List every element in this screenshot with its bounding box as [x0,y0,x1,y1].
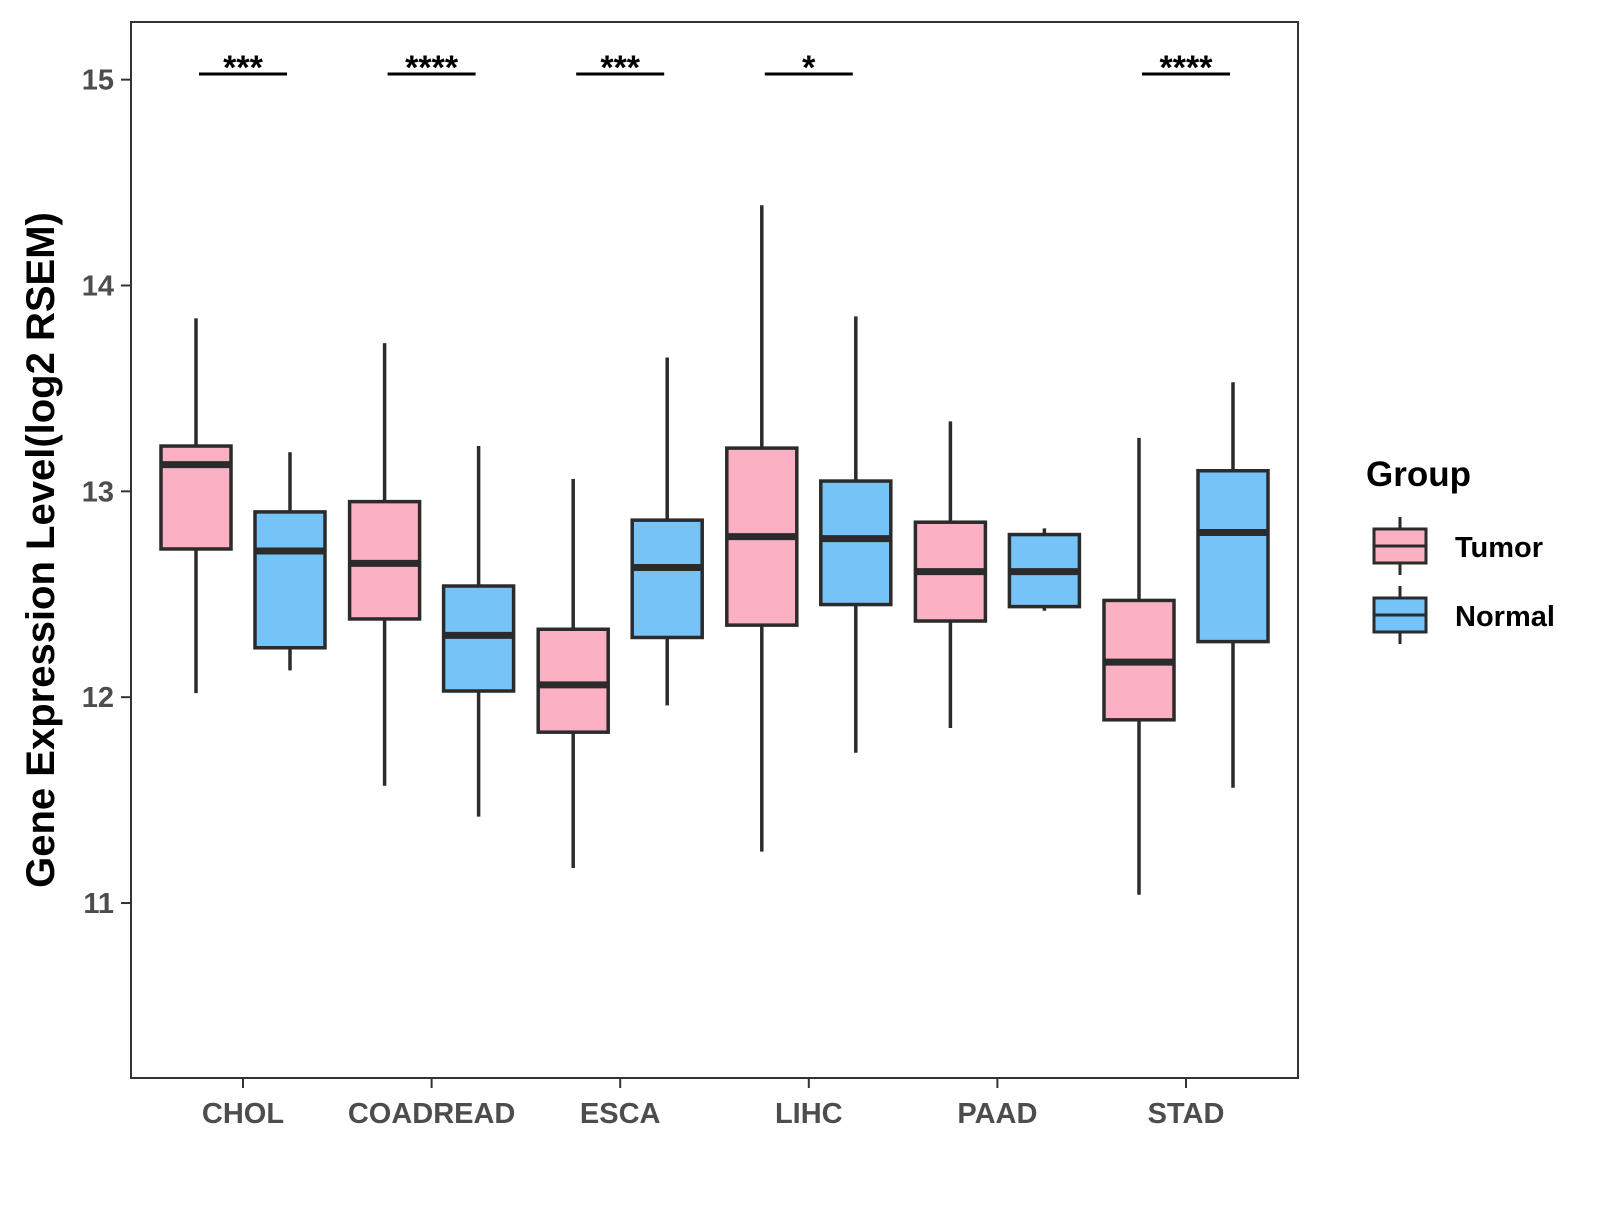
box-normal-esca [630,357,704,706]
box-normal-stad [1196,382,1270,788]
significance-label-chol: *** [223,49,263,87]
box-normal-coadread [441,446,516,817]
y-tick-label-3: 14 [82,270,114,302]
x-tick-label-coadread: COADREAD [348,1098,516,1130]
y-tick-label-1: 12 [82,682,114,714]
legend: Tumor Normal [1372,517,1555,644]
significance-label-lihc: * [802,49,816,87]
plot-panel-border [130,21,1299,1079]
box-tumor-stad [1102,437,1176,895]
box-iqr [819,479,893,607]
box-tumor-coadread [347,343,422,786]
box-iqr [253,510,327,650]
legend-label-tumor: Tumor [1455,532,1543,564]
x-tick-label-esca: ESCA [580,1098,661,1130]
box-normal-chol [253,452,327,671]
box-iqr [1196,468,1270,644]
significance-label-coadread: **** [405,49,459,87]
x-tick-label-lihc: LIHC [775,1098,843,1130]
box-tumor-paad [913,421,988,729]
box-iqr [630,518,704,640]
box-tumor-chol [159,318,233,694]
significance-label-stad: **** [1160,49,1214,87]
y-axis-title: Gene Expression Level(log2 RSEM) [19,212,63,888]
legend-title: Group [1366,455,1471,494]
box-tumor-lihc [725,205,799,852]
legend-label-normal: Normal [1455,601,1555,633]
box-tumor-esca [536,478,610,869]
x-tick-label-paad: PAAD [957,1098,1037,1130]
significance-label-esca: *** [600,49,640,87]
legend-item-tumor: Tumor [1372,517,1543,575]
box-normal-paad [1007,528,1082,611]
y-tick-label-4: 15 [82,65,114,97]
legend-item-normal: Normal [1372,586,1555,644]
y-tick-label-2: 13 [82,476,114,508]
box-iqr [536,627,610,734]
box-normal-lihc [819,316,893,753]
x-tick-label-chol: CHOL [202,1098,284,1130]
x-tick-label-stad: STAD [1148,1098,1225,1130]
y-tick-label-0: 11 [83,888,114,920]
